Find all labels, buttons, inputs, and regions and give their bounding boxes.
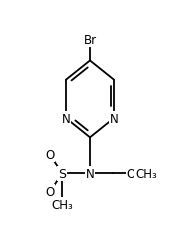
Text: CH₃: CH₃ [135,167,157,180]
Text: O: O [127,167,136,180]
Text: Br: Br [84,34,96,47]
Text: CH₃: CH₃ [51,198,73,211]
Text: S: S [58,167,66,180]
Text: N: N [86,167,94,180]
Text: N: N [110,112,118,125]
Text: O: O [45,185,54,198]
Text: O: O [45,149,54,161]
Text: N: N [62,112,70,125]
